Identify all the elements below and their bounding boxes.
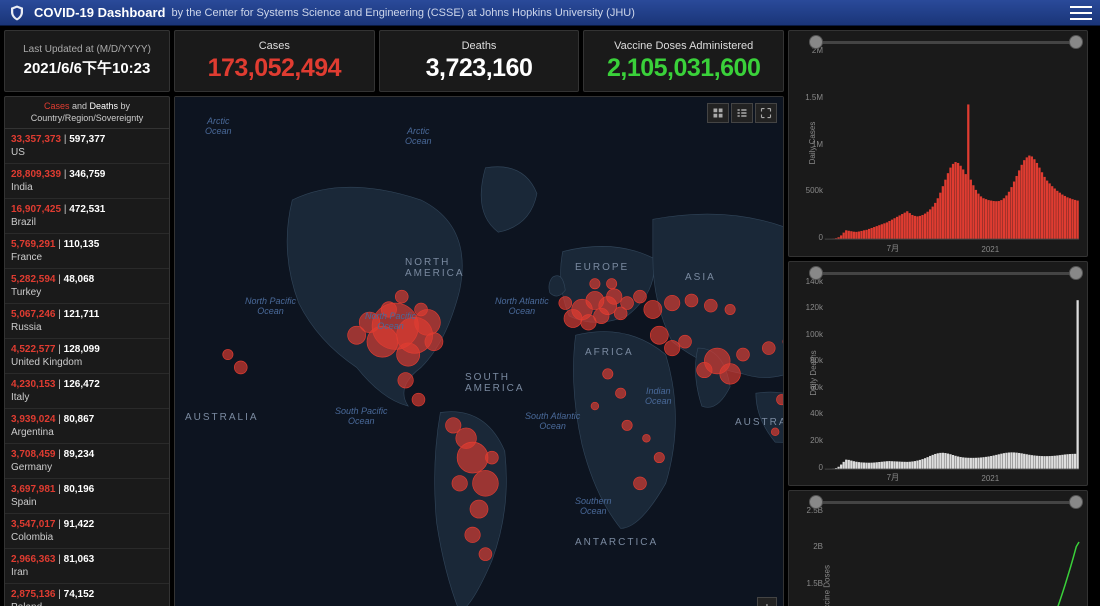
chart-ytick: 1M — [801, 140, 823, 149]
continent-label: NORTHAMERICA — [405, 257, 465, 279]
stat-vaccine-label: Vaccine Doses Administered — [614, 40, 753, 52]
ocean-label: North PacificOcean — [365, 312, 416, 332]
chart-daily-deaths[interactable]: Daily Deaths140k120k100k80k60k40k20k07月2… — [788, 261, 1088, 487]
chart-ylabel: Total Vaccine Doses — [822, 565, 831, 606]
country-row[interactable]: 4,522,577 | 128,099United Kingdom — [5, 339, 169, 374]
chart-ytick: 120k — [801, 303, 823, 312]
header-title: COVID-19 Dashboard — [34, 5, 165, 20]
chart-ytick: 20k — [801, 436, 823, 445]
header-subtitle: by the Center for Systems Science and En… — [171, 7, 634, 19]
countries-header: Cases and Deaths by Country/Region/Sover… — [5, 97, 169, 129]
stat-deaths-label: Deaths — [462, 40, 497, 52]
country-row[interactable]: 4,230,153 | 126,472Italy — [5, 374, 169, 409]
world-map-svg — [175, 97, 783, 606]
map-panel: + − Esri, FAO, NOAA Powered by Esri Arct… — [174, 96, 784, 606]
map-view-controls — [707, 103, 777, 123]
stat-cases-value: 173,052,494 — [208, 54, 342, 83]
map-zoom-controls: + − — [757, 597, 777, 606]
stat-cases: Cases 173,052,494 — [174, 30, 375, 92]
country-row[interactable]: 28,809,339 | 346,759India — [5, 164, 169, 199]
ocean-label: SouthernOcean — [575, 497, 612, 517]
world-map[interactable]: + − Esri, FAO, NOAA Powered by Esri Arct… — [175, 97, 783, 606]
continent-label: ANTARCTICA — [575, 537, 658, 548]
continent-label: AFRICA — [585, 347, 634, 358]
chart-xtick: 7月 — [887, 243, 899, 254]
countries-panel: Cases and Deaths by Country/Region/Sover… — [4, 96, 170, 606]
continent-label: AUSTRALIA — [185, 412, 259, 423]
chart-ytick: 60k — [801, 383, 823, 392]
last-updated-label: Last Updated at (M/D/YYYY) — [23, 44, 151, 55]
ocean-label: South AtlanticOcean — [525, 412, 580, 432]
chart-ytick: 1.5M — [801, 93, 823, 102]
ocean-label: North PacificOcean — [245, 297, 296, 317]
country-row[interactable]: 16,907,425 | 472,531Brazil — [5, 199, 169, 234]
chart-ytick: 2B — [801, 542, 823, 551]
countries-header-cases: Cases — [44, 101, 70, 111]
chart-xtick: 2021 — [981, 474, 999, 483]
chart-ytick: 100k — [801, 330, 823, 339]
time-slider-end[interactable] — [1069, 495, 1083, 509]
stat-cases-label: Cases — [259, 40, 290, 52]
stat-vaccine-value: 2,105,031,600 — [607, 54, 760, 83]
time-slider-end[interactable] — [1069, 35, 1083, 49]
countries-list[interactable]: 33,357,373 | 597,377US28,809,339 | 346,7… — [5, 129, 169, 606]
map-expand-icon[interactable] — [755, 103, 777, 123]
country-row[interactable]: 33,357,373 | 597,377US — [5, 129, 169, 164]
chart-ytick: 500k — [801, 186, 823, 195]
time-slider-start[interactable] — [809, 266, 823, 280]
country-row[interactable]: 3,547,017 | 91,422Colombia — [5, 514, 169, 549]
ocean-label: ArcticOcean — [405, 127, 432, 147]
country-row[interactable]: 3,697,981 | 80,196Spain — [5, 479, 169, 514]
chart-xtick: 7月 — [887, 472, 899, 483]
country-row[interactable]: 5,067,246 | 121,711Russia — [5, 304, 169, 339]
ocean-label: ArcticOcean — [205, 117, 232, 137]
map-legend-icon[interactable] — [731, 103, 753, 123]
country-row[interactable]: 5,769,291 | 110,135France — [5, 234, 169, 269]
hamburger-menu-icon[interactable] — [1070, 4, 1092, 22]
map-basemap-icon[interactable] — [707, 103, 729, 123]
continent-label: AUSTRALIA — [735, 417, 783, 428]
chart-ytick: 0 — [801, 463, 823, 472]
continent-label: SOUTHAMERICA — [465, 372, 525, 394]
countries-header-deaths: Deaths — [90, 101, 119, 111]
header-bar: COVID-19 Dashboard by the Center for Sys… — [0, 0, 1100, 26]
map-zoom-in[interactable]: + — [757, 597, 777, 606]
chart-ytick: 0 — [801, 233, 823, 242]
ocean-label: South PacificOcean — [335, 407, 388, 427]
stat-vaccine: Vaccine Doses Administered 2,105,031,600 — [583, 30, 784, 92]
country-row[interactable]: 5,282,594 | 48,068Turkey — [5, 269, 169, 304]
time-slider-end[interactable] — [1069, 266, 1083, 280]
chart-vaccine-doses[interactable]: Total Vaccine Doses2.5B2B1.5B1B500M07月20… — [788, 490, 1088, 606]
continent-label: ASIA — [685, 272, 716, 283]
ocean-label: North AtlanticOcean — [495, 297, 549, 317]
country-row[interactable]: 3,708,459 | 89,234Germany — [5, 444, 169, 479]
chart-ytick: 40k — [801, 409, 823, 418]
chart-ytick: 1.5B — [801, 579, 823, 588]
time-slider-start[interactable] — [809, 35, 823, 49]
country-row[interactable]: 3,939,024 | 80,867Argentina — [5, 409, 169, 444]
last-updated-panel: Last Updated at (M/D/YYYY) 2021/6/6下午10:… — [4, 30, 170, 92]
chart-daily-cases[interactable]: Daily Cases2M1.5M1M500k07月2021 — [788, 30, 1088, 257]
country-row[interactable]: 2,875,136 | 74,152Poland — [5, 584, 169, 606]
chart-ytick: 80k — [801, 356, 823, 365]
time-slider-start[interactable] — [809, 495, 823, 509]
last-updated-timestamp: 2021/6/6下午10:23 — [24, 57, 151, 78]
continent-label: EUROPE — [575, 262, 629, 273]
stat-deaths-value: 3,723,160 — [426, 54, 533, 83]
stats-row: Cases 173,052,494 Deaths 3,723,160 Vacci… — [174, 30, 784, 92]
country-row[interactable]: 2,966,363 | 81,063Iran — [5, 549, 169, 584]
chart-xtick: 2021 — [981, 245, 999, 254]
jhu-shield-icon — [8, 4, 26, 22]
charts-column: Daily Cases2M1.5M1M500k07月2021 Daily Dea… — [788, 30, 1088, 606]
stat-deaths: Deaths 3,723,160 — [379, 30, 580, 92]
ocean-label: IndianOcean — [645, 387, 672, 407]
